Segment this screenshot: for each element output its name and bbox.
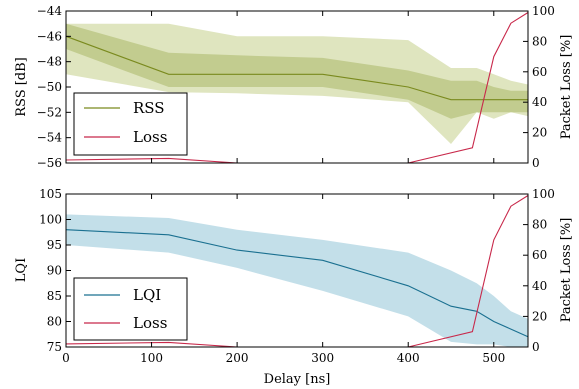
y2-tick-label: 20 bbox=[532, 126, 547, 140]
rss-rss-line bbox=[65, 35, 528, 101]
lqi-panel: 75 80 85 90 95 100 105 0 20 40 60 80 100 0 100 200 300 40… bbox=[14, 187, 574, 387]
x-tick-label: 500 bbox=[482, 351, 505, 365]
y-tick-label: −46 bbox=[37, 29, 62, 43]
lqi-y-axis-label: LQI bbox=[14, 258, 29, 282]
rss-legend: RSS Loss bbox=[73, 92, 188, 156]
y-tick-label: −54 bbox=[37, 131, 63, 145]
y-tick-label: 105 bbox=[39, 187, 62, 201]
y2-tick-label: 60 bbox=[532, 248, 547, 262]
x-tick-label: 0 bbox=[62, 351, 70, 365]
y-tick-label: −56 bbox=[37, 156, 62, 170]
rss-inner-band bbox=[66, 23, 528, 119]
y2-tick-label: 0 bbox=[532, 156, 540, 170]
rss-legend-box bbox=[73, 92, 188, 156]
y2-tick-label: 80 bbox=[532, 218, 547, 232]
y-tick-label: −52 bbox=[37, 105, 62, 119]
y2-tick-label: 60 bbox=[532, 65, 547, 79]
y2-tick-label: 100 bbox=[532, 187, 555, 201]
y2-tick-label: 40 bbox=[532, 95, 547, 109]
y-tick-label: 90 bbox=[47, 264, 62, 278]
lqi-ticks: 75 80 85 90 95 100 105 0 20 40 60 80 100 0 100 200 300 40… bbox=[39, 187, 555, 365]
lqi-y2-axis-label: Packet Loss [%] bbox=[559, 218, 574, 323]
x-axis-label: Delay [ns] bbox=[264, 372, 331, 387]
rss-y-axis-label: RSS [dB] bbox=[14, 57, 29, 117]
y-tick-label: −48 bbox=[37, 55, 62, 69]
y2-tick-label: 0 bbox=[532, 340, 540, 354]
y2-tick-label: 80 bbox=[532, 34, 547, 48]
loss-legend-label: Loss bbox=[133, 128, 167, 146]
lqi-legend-label: LQI bbox=[133, 286, 161, 304]
rss-y2-axis-label: Packet Loss [%] bbox=[559, 35, 574, 140]
x-tick-label: 400 bbox=[397, 351, 420, 365]
rss-legend-label: RSS bbox=[133, 99, 165, 117]
lqi-legend: LQI Loss bbox=[73, 277, 188, 341]
y2-tick-label: 100 bbox=[532, 4, 555, 18]
lqi-lqi-line bbox=[65, 229, 529, 338]
y-tick-label: 80 bbox=[47, 315, 62, 329]
lqi-legend-box bbox=[73, 277, 188, 341]
y-tick-label: −50 bbox=[37, 80, 62, 94]
y2-tick-label: 20 bbox=[532, 309, 547, 323]
y-tick-label: 75 bbox=[47, 340, 62, 354]
rss-ticks: −56 −54 −52 −50 −48 −46 −44 0 20 40 60 80 100 bbox=[37, 4, 555, 170]
y-tick-label: 85 bbox=[47, 289, 62, 303]
y2-tick-label: 40 bbox=[532, 279, 547, 293]
x-tick-label: 300 bbox=[311, 351, 334, 365]
x-tick-label: 100 bbox=[140, 351, 163, 365]
x-tick-label: 200 bbox=[226, 351, 249, 365]
y-tick-label: −44 bbox=[37, 4, 63, 18]
rss-panel: −56 −54 −52 −50 −48 −46 −44 0 20 40 60 80 100 RSS [d… bbox=[14, 4, 574, 170]
loss-legend-label: Loss bbox=[133, 314, 167, 332]
y-tick-label: 100 bbox=[39, 213, 62, 227]
lqi-band bbox=[66, 214, 528, 347]
y-tick-label: 95 bbox=[47, 238, 62, 252]
